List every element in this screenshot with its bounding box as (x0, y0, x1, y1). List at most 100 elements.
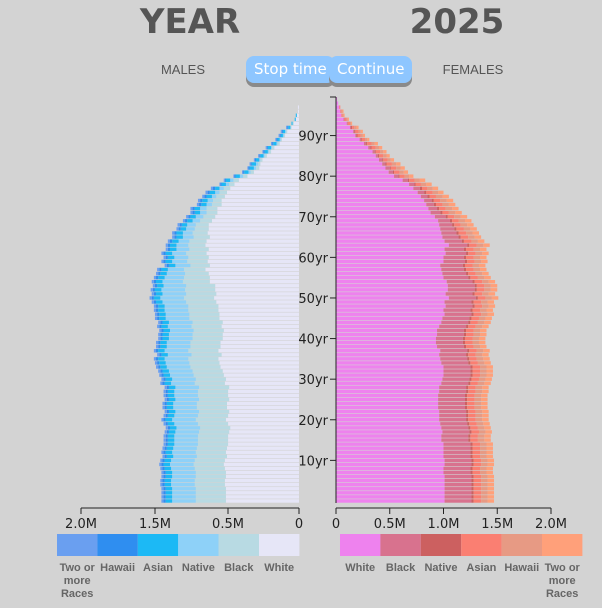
male-bar-white-age-77 (230, 186, 299, 191)
female-bar-white-age-68 (336, 223, 440, 227)
male-bar-black-age-11 (196, 454, 227, 459)
female-bar-black-age-1 (444, 495, 472, 499)
female-bar-white-age-2 (336, 491, 445, 495)
female-bar-hawaii-age-43 (475, 324, 483, 329)
female-bar-native-age-21 (466, 413, 469, 418)
female-bar-asian-age-33 (472, 365, 481, 369)
female-bar-asian-age-76 (426, 190, 433, 195)
female-bar-black-age-51 (445, 292, 473, 296)
male-bar-black-age-62 (189, 247, 209, 251)
male-bar-black-age-42 (193, 328, 224, 333)
female-bar-hawaii-age-48 (482, 304, 489, 308)
male-bar-asian-age-52 (154, 288, 162, 292)
male-bar-black-age-40 (192, 336, 223, 341)
male-bar-asian-age-93 (291, 121, 293, 126)
male-bar-native-age-26 (174, 393, 198, 398)
female-bar-white-age-80 (336, 174, 395, 178)
female-bar-white-age-23 (336, 405, 439, 410)
male-bar-hawaii-age-83 (250, 162, 252, 166)
male-bar-white-age-34 (219, 361, 299, 365)
female-bar-hawaii-age-4 (481, 483, 488, 487)
male-bar-native-age-62 (176, 247, 190, 251)
male-bar-asian-age-17 (168, 430, 176, 434)
male-bar-white-age-93 (293, 121, 299, 126)
male-bar-hawaii-age-82 (248, 166, 250, 170)
female-bar-asian-age-91 (355, 129, 359, 134)
female-bar-asian-age-0 (473, 499, 482, 503)
male-bar-two-or-more-races-age-19 (163, 422, 166, 426)
male-bar-native-age-28 (175, 385, 200, 390)
female-bar-white-age-18 (336, 426, 442, 430)
female-bar-white-age-27 (336, 389, 440, 394)
female-bar-two-or-more-races-age-5 (487, 478, 495, 483)
female-bar-asian-age-68 (454, 223, 461, 227)
male-bar-black-age-35 (188, 357, 219, 361)
male-bar-white-age-67 (208, 227, 299, 231)
male-bar-black-age-3 (195, 487, 226, 491)
male-bar-white-age-27 (228, 389, 299, 394)
female-bar-black-age-30 (442, 377, 470, 381)
female-bar-asian-age-1 (473, 495, 482, 499)
female-bar-black-age-59 (443, 259, 465, 264)
male-bar-white-age-54 (209, 280, 299, 284)
male-bar-asian-age-31 (163, 373, 170, 377)
female-bar-hawaii-age-28 (475, 385, 483, 390)
male-bar-white-age-17 (229, 430, 299, 434)
male-bar-native-age-50 (160, 296, 184, 300)
male-bar-white-age-72 (217, 206, 299, 211)
male-bar-two-or-more-races-age-31 (159, 373, 162, 377)
female-bar-native-age-50 (475, 296, 478, 300)
male-bar-hawaii-age-33 (158, 365, 161, 369)
female-bar-hawaii-age-12 (480, 450, 487, 454)
female-bar-native-age-5 (471, 478, 474, 483)
female-bar-hawaii-age-63 (476, 243, 484, 247)
female-bar-hawaii-age-41 (473, 332, 481, 337)
female-bar-hawaii-age-13 (480, 446, 487, 450)
male-bar-native-age-42 (170, 328, 194, 333)
female-bar-two-or-more-races-age-81 (403, 170, 409, 174)
male-bar-native-age-30 (172, 377, 196, 381)
female-bar-two-or-more-races-age-90 (362, 133, 366, 138)
female-bar-white-age-85 (336, 154, 376, 158)
male-bar-asian-age-14 (167, 442, 175, 446)
female-bar-black-age-40 (435, 336, 463, 341)
male-bar-two-or-more-races-age-61 (161, 251, 164, 256)
female-bar-black-age-86 (372, 150, 375, 154)
male-bar-asian-age-22 (168, 409, 176, 414)
male-bar-black-age-25 (199, 397, 230, 402)
female-bar-black-age-24 (438, 401, 465, 406)
male-bars (149, 105, 299, 503)
continue-button[interactable]: Continue (329, 56, 413, 83)
male-bar-white-age-0 (225, 499, 299, 503)
female-bar-two-or-more-races-age-29 (484, 381, 491, 385)
male-bar-white-age-51 (216, 292, 299, 296)
female-bar-two-or-more-races-age-2 (487, 491, 495, 495)
male-bar-asian-age-4 (164, 483, 172, 487)
male-bar-two-or-more-races-age-38 (156, 344, 159, 349)
female-bar-two-or-more-races-age-36 (482, 353, 489, 357)
male-bar-asian-age-21 (167, 413, 175, 418)
male-bar-black-age-9 (193, 462, 224, 467)
male-bar-hawaii-age-81 (243, 170, 245, 174)
female-bar-asian-age-86 (375, 150, 381, 154)
female-bar-black-age-16 (441, 434, 469, 438)
female-bar-two-or-more-races-age-28 (482, 385, 489, 390)
stop-time-button[interactable]: Stop time (246, 56, 335, 83)
male-bar-black-age-49 (186, 300, 217, 304)
male-bar-hawaii-age-77 (213, 186, 216, 191)
male-bar-two-or-more-races-age-9 (159, 462, 162, 467)
female-bar-hawaii-age-91 (358, 129, 361, 134)
male-bar-native-age-80 (239, 174, 244, 178)
male-bar-black-age-1 (195, 495, 226, 499)
male-bar-asian-age-39 (160, 340, 167, 345)
female-bar-hawaii-age-31 (480, 373, 487, 377)
female-bar-asian-age-83 (386, 162, 392, 166)
male-bar-hawaii-age-75 (204, 194, 207, 199)
male-bar-two-or-more-races-age-71 (190, 210, 193, 215)
female-bar-black-age-38 (437, 344, 464, 349)
female-bar-white-age-35 (336, 357, 441, 361)
male-bar-hawaii-age-70 (188, 215, 191, 219)
female-bar-native-age-47 (470, 308, 473, 312)
male-bar-asian-age-70 (190, 215, 196, 219)
male-bar-two-or-more-races-age-44 (158, 320, 161, 325)
